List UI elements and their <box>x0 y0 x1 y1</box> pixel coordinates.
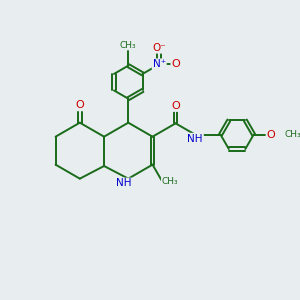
Text: CH₃: CH₃ <box>120 40 136 50</box>
Text: NH: NH <box>116 178 131 188</box>
Text: O: O <box>171 59 180 69</box>
Text: O: O <box>267 130 275 140</box>
Text: CH₃: CH₃ <box>162 178 178 187</box>
Text: O: O <box>75 100 84 110</box>
Text: CH₃: CH₃ <box>284 130 300 139</box>
Text: O⁻: O⁻ <box>152 43 166 53</box>
Text: NH: NH <box>188 134 203 144</box>
Text: N⁺: N⁺ <box>153 59 166 69</box>
Text: O: O <box>171 101 180 111</box>
